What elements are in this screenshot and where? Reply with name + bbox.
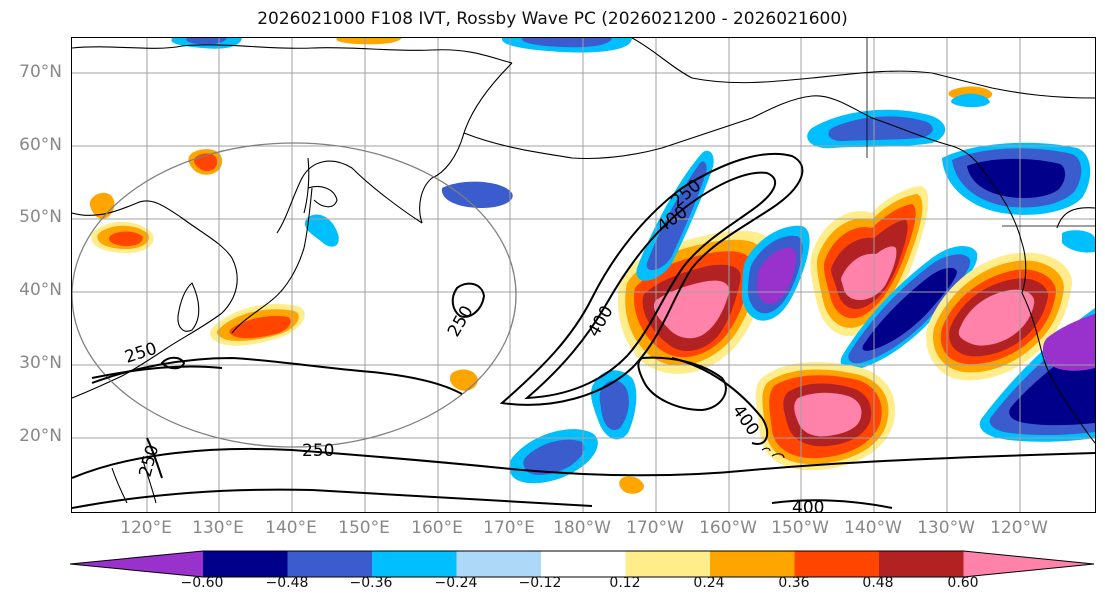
contour-label-250-south: 250 bbox=[302, 441, 334, 461]
lon-label-160w: 160°W bbox=[699, 518, 757, 538]
lat-label-20n: 20°N bbox=[19, 426, 62, 446]
cbar-tick-neg012: −0.12 bbox=[518, 575, 562, 591]
map-panel: 250 400 400 250 250 250 400 400 250 bbox=[71, 37, 1096, 513]
lon-label-180w: 180°W bbox=[553, 518, 611, 538]
cbar-tick-pos036: 0.36 bbox=[778, 575, 810, 591]
map-title: 2026021000 F108 IVT, Rossby Wave PC (202… bbox=[257, 9, 848, 29]
lat-label-40n: 40°N bbox=[19, 280, 62, 300]
colorbar-cell bbox=[203, 551, 288, 577]
contour-label-400-central-lower: 400 bbox=[584, 302, 618, 340]
ivt-contours bbox=[72, 152, 1095, 509]
cbar-tick-neg060: −0.60 bbox=[180, 575, 224, 591]
colorbar-outline bbox=[70, 550, 1095, 578]
colorbar-cell bbox=[456, 551, 542, 577]
lon-label-140e: 140°E bbox=[265, 518, 317, 538]
lon-label-120e: 120°E bbox=[120, 518, 172, 538]
colorbar-cell bbox=[879, 551, 964, 577]
lat-label-50n: 50°N bbox=[19, 207, 62, 227]
colorbar-cell bbox=[287, 551, 373, 577]
cbar-tick-pos012: 0.12 bbox=[609, 575, 641, 591]
cbar-tick-neg036: −0.36 bbox=[349, 575, 393, 591]
analysis-circle bbox=[72, 142, 517, 448]
ivt-shading bbox=[89, 38, 1095, 494]
lon-label-170w: 170°W bbox=[626, 518, 684, 538]
cbar-tick-pos048: 0.48 bbox=[862, 575, 894, 591]
lon-label-160e: 160°E bbox=[411, 518, 463, 538]
graticule bbox=[72, 38, 1095, 512]
cbar-tick-neg024: −0.24 bbox=[434, 575, 478, 591]
contour-label-250-island: 250 bbox=[444, 302, 478, 340]
colorbar-extend-high bbox=[963, 551, 1094, 577]
contour-label-400-south: 400 bbox=[792, 498, 824, 512]
contour-label-250-west: 250 bbox=[122, 339, 159, 368]
colorbar-cell bbox=[541, 551, 626, 577]
lon-label-170e: 170°E bbox=[483, 518, 535, 538]
lat-label-70n: 70°N bbox=[19, 62, 62, 82]
colorbar-extend-low bbox=[70, 551, 203, 577]
contour-label-250-philippines: 250 bbox=[136, 443, 164, 480]
coastlines bbox=[72, 38, 1095, 504]
colorbar-cell bbox=[710, 551, 795, 577]
lon-label-150w: 150°W bbox=[771, 518, 829, 538]
cbar-tick-pos024: 0.24 bbox=[693, 575, 725, 591]
colorbar-cell bbox=[372, 551, 457, 577]
lon-label-140w: 140°W bbox=[844, 518, 902, 538]
colorbar-cell bbox=[794, 551, 880, 577]
cbar-tick-pos060: 0.60 bbox=[947, 575, 979, 591]
lat-label-60n: 60°N bbox=[19, 135, 62, 155]
lon-label-150e: 150°E bbox=[338, 518, 390, 538]
lat-label-30n: 30°N bbox=[19, 353, 62, 373]
colorbar-cell bbox=[625, 551, 711, 577]
cbar-tick-neg048: −0.48 bbox=[265, 575, 309, 591]
lon-label-130e: 130°E bbox=[192, 518, 244, 538]
colorbar bbox=[70, 550, 1095, 578]
lon-label-130w: 130°W bbox=[917, 518, 975, 538]
lon-label-120w: 120°W bbox=[990, 518, 1048, 538]
map-canvas: 250 400 400 250 250 250 400 400 250 bbox=[72, 38, 1095, 512]
